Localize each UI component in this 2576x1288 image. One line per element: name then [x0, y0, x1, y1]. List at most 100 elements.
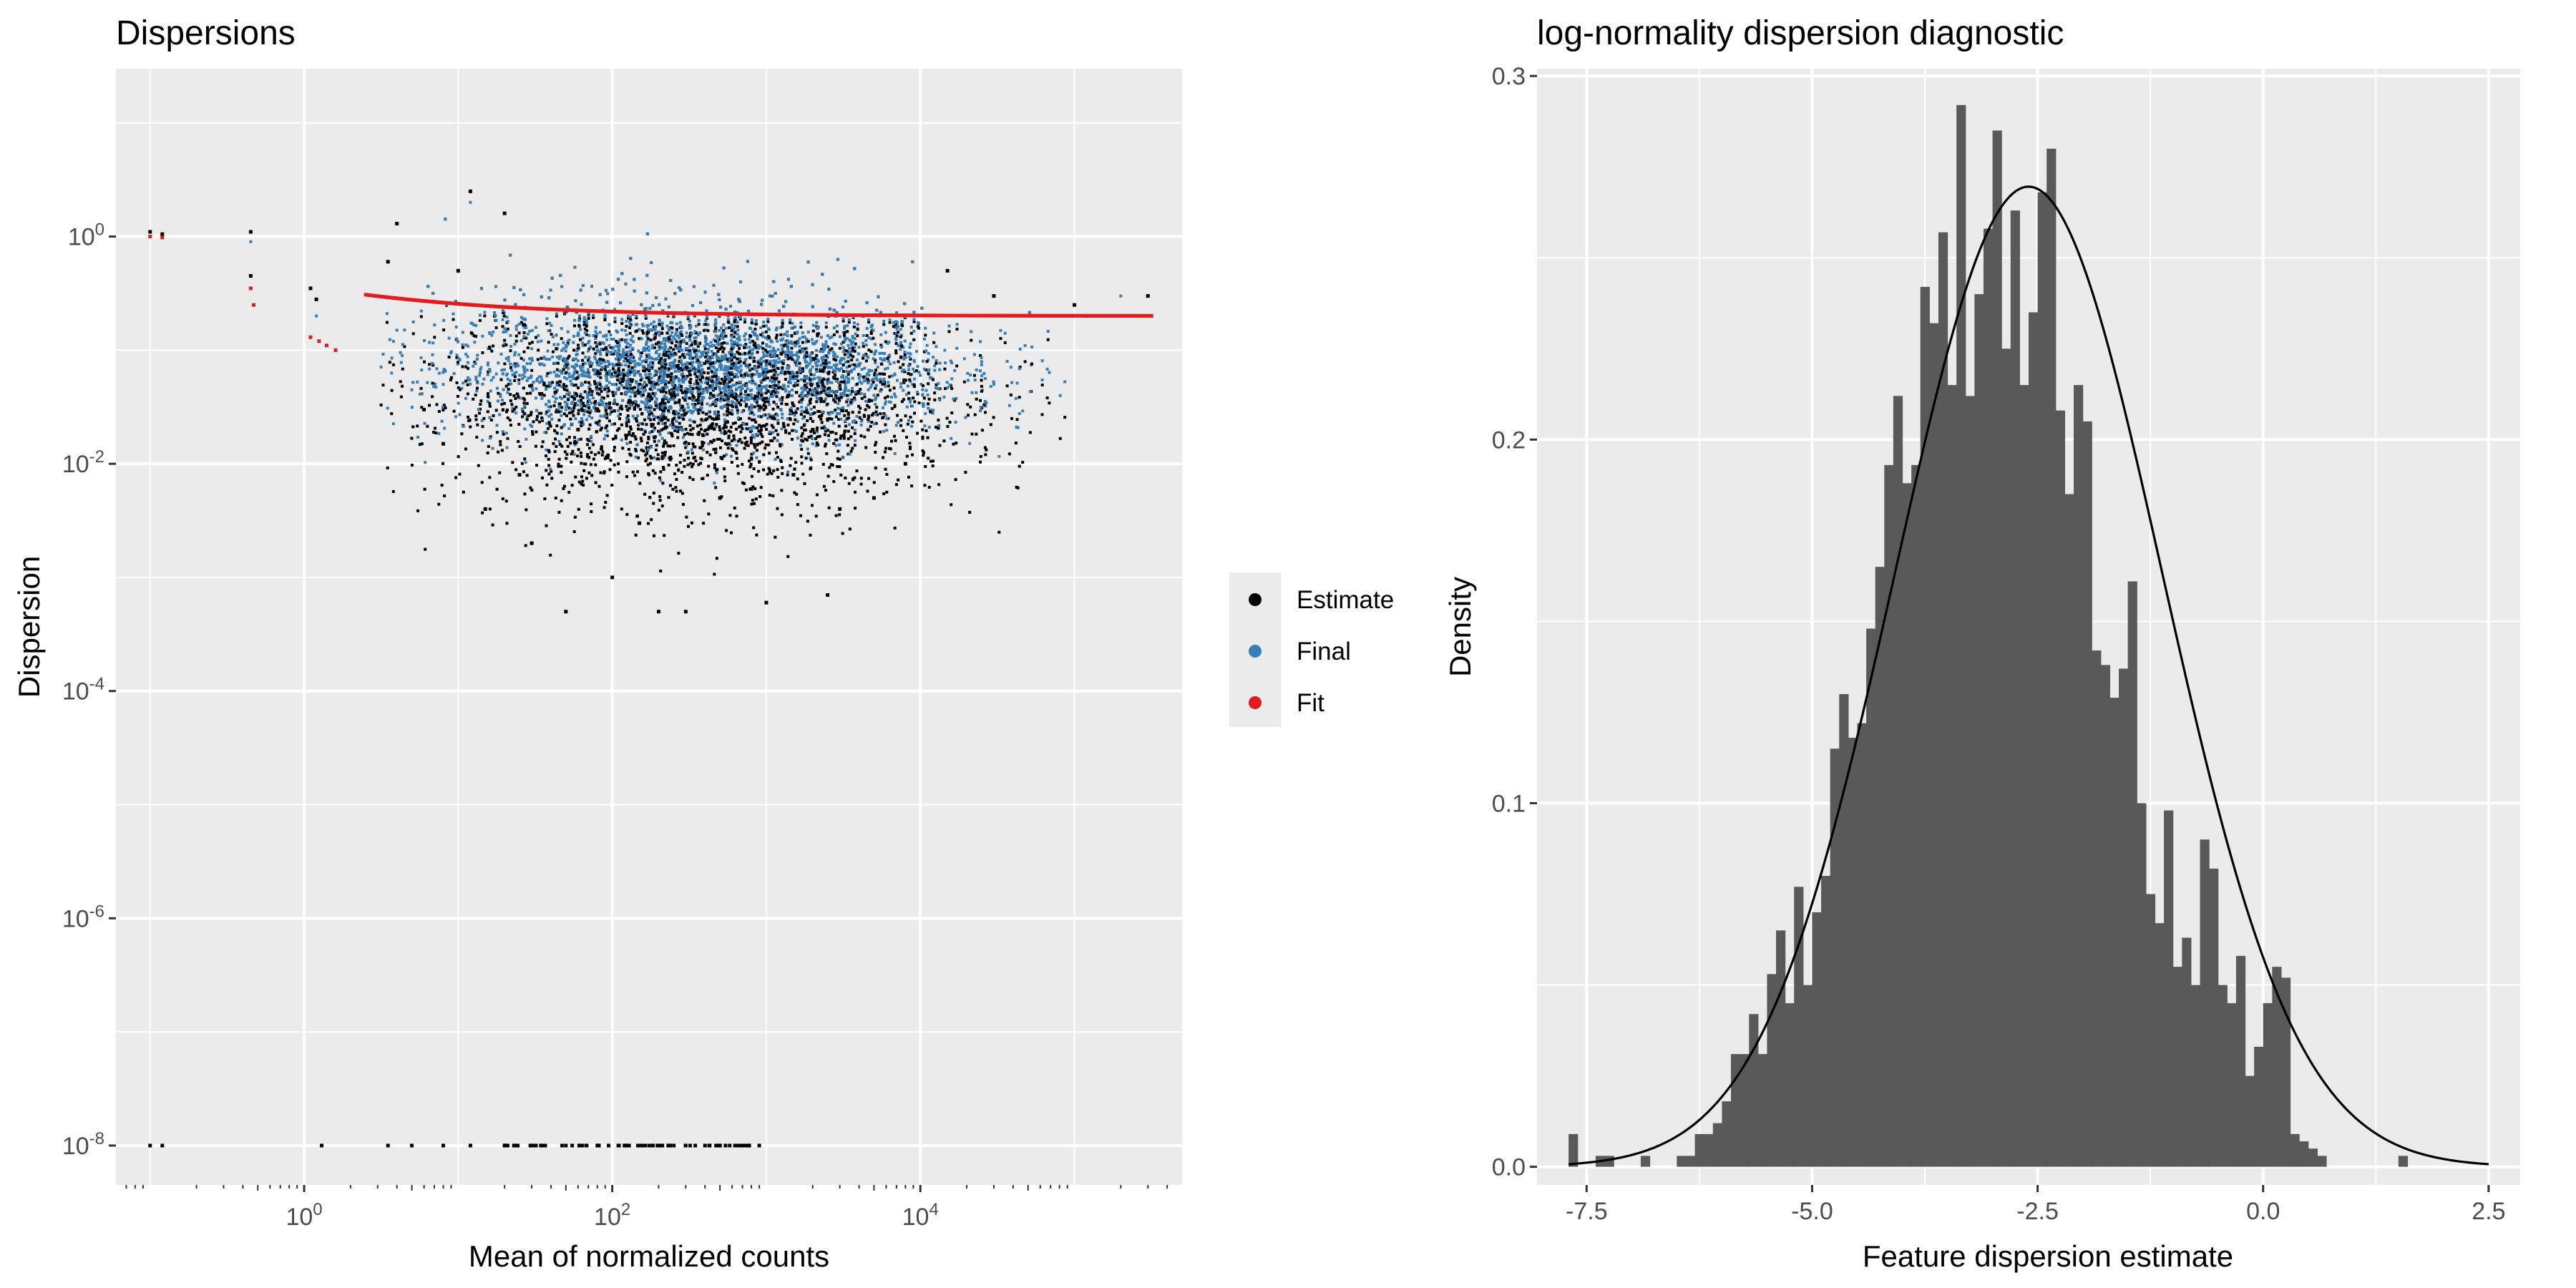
estimate-point [793, 384, 796, 388]
estimate-point [683, 356, 686, 359]
final-point [657, 355, 660, 358]
final-point [610, 351, 613, 354]
estimate-point [483, 314, 487, 318]
estimate-point [801, 431, 804, 435]
estimate-point [673, 386, 676, 390]
estimate-point [540, 476, 544, 479]
final-point [697, 410, 701, 414]
final-point [560, 396, 564, 400]
estimate-point [943, 367, 947, 371]
final-point [660, 387, 663, 391]
estimate-point [806, 419, 809, 422]
estimate-point [851, 348, 854, 352]
final-point [476, 353, 479, 357]
final-point [730, 346, 733, 349]
estimate-point [779, 351, 783, 355]
final-point [874, 349, 877, 353]
final-point [486, 361, 489, 365]
final-point [713, 343, 716, 347]
estimate-point [955, 364, 959, 368]
final-point [555, 396, 558, 400]
final-point [676, 389, 680, 392]
estimate-point [815, 441, 819, 444]
estimate-point [510, 403, 514, 406]
final-point [630, 346, 634, 350]
final-point [597, 381, 601, 384]
final-point [900, 333, 904, 337]
final-point [478, 374, 482, 377]
estimate-point [580, 407, 584, 411]
final-point [567, 366, 570, 370]
estimate-point [676, 430, 680, 434]
final-point [776, 439, 779, 442]
estimate-point [705, 351, 708, 355]
estimate-point [503, 362, 507, 366]
final-point [732, 366, 736, 370]
final-point [869, 386, 872, 389]
final-point [801, 336, 804, 339]
final-point [804, 406, 808, 410]
estimate-point [859, 406, 862, 410]
estimate-point [873, 371, 877, 375]
final-point [759, 345, 763, 348]
estimate-point [801, 472, 805, 476]
final-point [555, 333, 558, 337]
estimate-point [565, 452, 569, 456]
final-point [610, 337, 613, 341]
final-point [935, 386, 938, 390]
final-point [580, 381, 583, 385]
estimate-point [538, 420, 542, 424]
final-point [975, 391, 978, 394]
final-point [686, 402, 689, 406]
estimate-point [585, 324, 588, 328]
final-point [645, 400, 649, 404]
final-point [847, 343, 850, 347]
final-point [708, 366, 712, 370]
estimate-point [651, 423, 655, 426]
estimate-point [672, 348, 675, 351]
final-point [545, 448, 548, 452]
estimate-point [730, 363, 733, 366]
final-point [836, 406, 839, 410]
final-point [663, 342, 666, 346]
estimate-point [680, 391, 684, 394]
estimate-point [763, 396, 766, 400]
final-point [645, 323, 649, 327]
estimate-point [824, 326, 828, 329]
estimate-point [770, 376, 774, 379]
final-point [739, 385, 743, 389]
final-point [720, 366, 723, 369]
estimate-point [796, 384, 799, 387]
final-point [554, 430, 557, 434]
estimate-point [458, 472, 462, 476]
final-point [499, 393, 502, 396]
estimate-point [654, 332, 658, 336]
estimate-point [720, 456, 723, 459]
final-point [744, 346, 748, 349]
final-point [440, 419, 444, 423]
estimate-point [620, 392, 623, 396]
final-point [883, 352, 887, 356]
final-point [894, 338, 898, 341]
final-point [437, 371, 441, 375]
estimate-point [651, 361, 655, 364]
final-point [474, 362, 477, 366]
final-point [752, 413, 756, 416]
estimate-point [431, 395, 434, 399]
final-point [829, 366, 833, 369]
estimate-point [732, 437, 736, 441]
final-point [399, 351, 402, 354]
final-point [640, 394, 643, 398]
final-point [608, 361, 611, 365]
final-point [751, 424, 755, 428]
estimate-point [821, 379, 824, 383]
final-point [748, 426, 752, 430]
estimate-point [717, 417, 721, 421]
final-point [581, 336, 585, 340]
estimate-point [718, 437, 721, 441]
final-point [643, 389, 647, 392]
estimate-point [851, 477, 854, 481]
estimate-point [766, 389, 770, 393]
estimate-point [618, 381, 622, 385]
final-point [740, 396, 743, 399]
